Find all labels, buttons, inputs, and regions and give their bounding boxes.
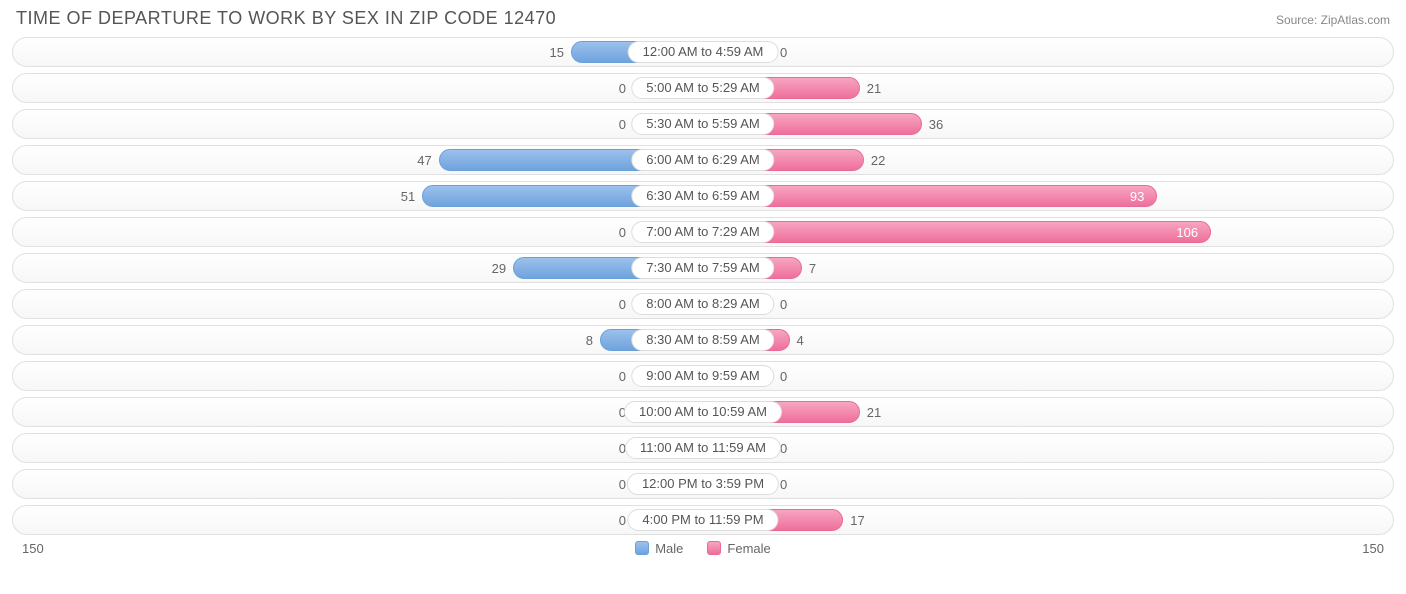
category-label: 5:00 AM to 5:29 AM (631, 77, 774, 99)
legend-male-label: Male (655, 541, 683, 556)
chart-row: 15012:00 AM to 4:59 AM (12, 37, 1394, 67)
female-value: 4 (789, 333, 812, 348)
female-value: 21 (859, 405, 889, 420)
category-label: 4:00 PM to 11:59 PM (627, 509, 778, 531)
chart-row: 02110:00 AM to 10:59 AM (12, 397, 1394, 427)
female-value: 21 (859, 81, 889, 96)
chart-row: 009:00 AM to 9:59 AM (12, 361, 1394, 391)
male-value: 29 (484, 261, 514, 276)
chart-row: 0215:00 AM to 5:29 AM (12, 73, 1394, 103)
category-label: 11:00 AM to 11:59 AM (625, 437, 781, 459)
female-value: 36 (921, 117, 951, 132)
chart-footer: 150 Male Female 150 (12, 541, 1394, 556)
legend-item-female: Female (707, 541, 770, 556)
female-swatch-icon (707, 541, 721, 555)
female-value: 17 (842, 513, 872, 528)
male-value: 8 (578, 333, 601, 348)
category-label: 12:00 PM to 3:59 PM (627, 473, 779, 495)
category-label: 5:30 AM to 5:59 AM (631, 113, 774, 135)
category-label: 12:00 AM to 4:59 AM (628, 41, 779, 63)
chart-row: 01067:00 AM to 7:29 AM (12, 217, 1394, 247)
category-label: 6:00 AM to 6:29 AM (631, 149, 774, 171)
chart-row: 8 4 8:30 AM to 8:59 AM (12, 325, 1394, 355)
female-value: 0 (772, 369, 795, 384)
male-swatch-icon (635, 541, 649, 555)
category-label: 8:00 AM to 8:29 AM (631, 293, 774, 315)
chart-row: 0011:00 AM to 11:59 AM (12, 433, 1394, 463)
diverging-bar-chart: 15012:00 AM to 4:59 AM0215:00 AM to 5:29… (12, 37, 1394, 535)
female-value: 22 (863, 153, 893, 168)
legend-item-male: Male (635, 541, 683, 556)
chart-header: TIME OF DEPARTURE TO WORK BY SEX IN ZIP … (12, 8, 1394, 29)
legend: Male Female (62, 541, 1344, 556)
legend-female-label: Female (727, 541, 770, 556)
axis-max-left: 150 (22, 541, 62, 556)
category-label: 8:30 AM to 8:59 AM (631, 329, 774, 351)
chart-source: Source: ZipAtlas.com (1276, 13, 1390, 27)
female-value: 7 (801, 261, 824, 276)
chart-row: 0365:30 AM to 5:59 AM (12, 109, 1394, 139)
chart-row: 51 93 6:30 AM to 6:59 AM (12, 181, 1394, 211)
female-bar: 106 (703, 221, 1211, 243)
chart-row: 0012:00 PM to 3:59 PM (12, 469, 1394, 499)
male-value: 47 (409, 153, 439, 168)
male-value: 51 (393, 189, 423, 204)
chart-row: 008:00 AM to 8:29 AM (12, 289, 1394, 319)
chart-row: 29 7 7:30 AM to 7:59 AM (12, 253, 1394, 283)
category-label: 10:00 AM to 10:59 AM (624, 401, 782, 423)
source-name: ZipAtlas.com (1321, 13, 1390, 27)
chart-row: 47 22 6:00 AM to 6:29 AM (12, 145, 1394, 175)
category-label: 9:00 AM to 9:59 AM (631, 365, 774, 387)
female-value: 0 (772, 297, 795, 312)
chart-row: 0174:00 PM to 11:59 PM (12, 505, 1394, 535)
category-label: 7:00 AM to 7:29 AM (631, 221, 774, 243)
axis-max-right: 150 (1344, 541, 1384, 556)
chart-title: TIME OF DEPARTURE TO WORK BY SEX IN ZIP … (16, 8, 556, 29)
category-label: 7:30 AM to 7:59 AM (631, 257, 774, 279)
source-prefix: Source: (1276, 13, 1321, 27)
female-value: 106 (1168, 225, 1210, 240)
category-label: 6:30 AM to 6:59 AM (631, 185, 774, 207)
female-value: 93 (1122, 189, 1156, 204)
male-value: 15 (542, 45, 572, 60)
